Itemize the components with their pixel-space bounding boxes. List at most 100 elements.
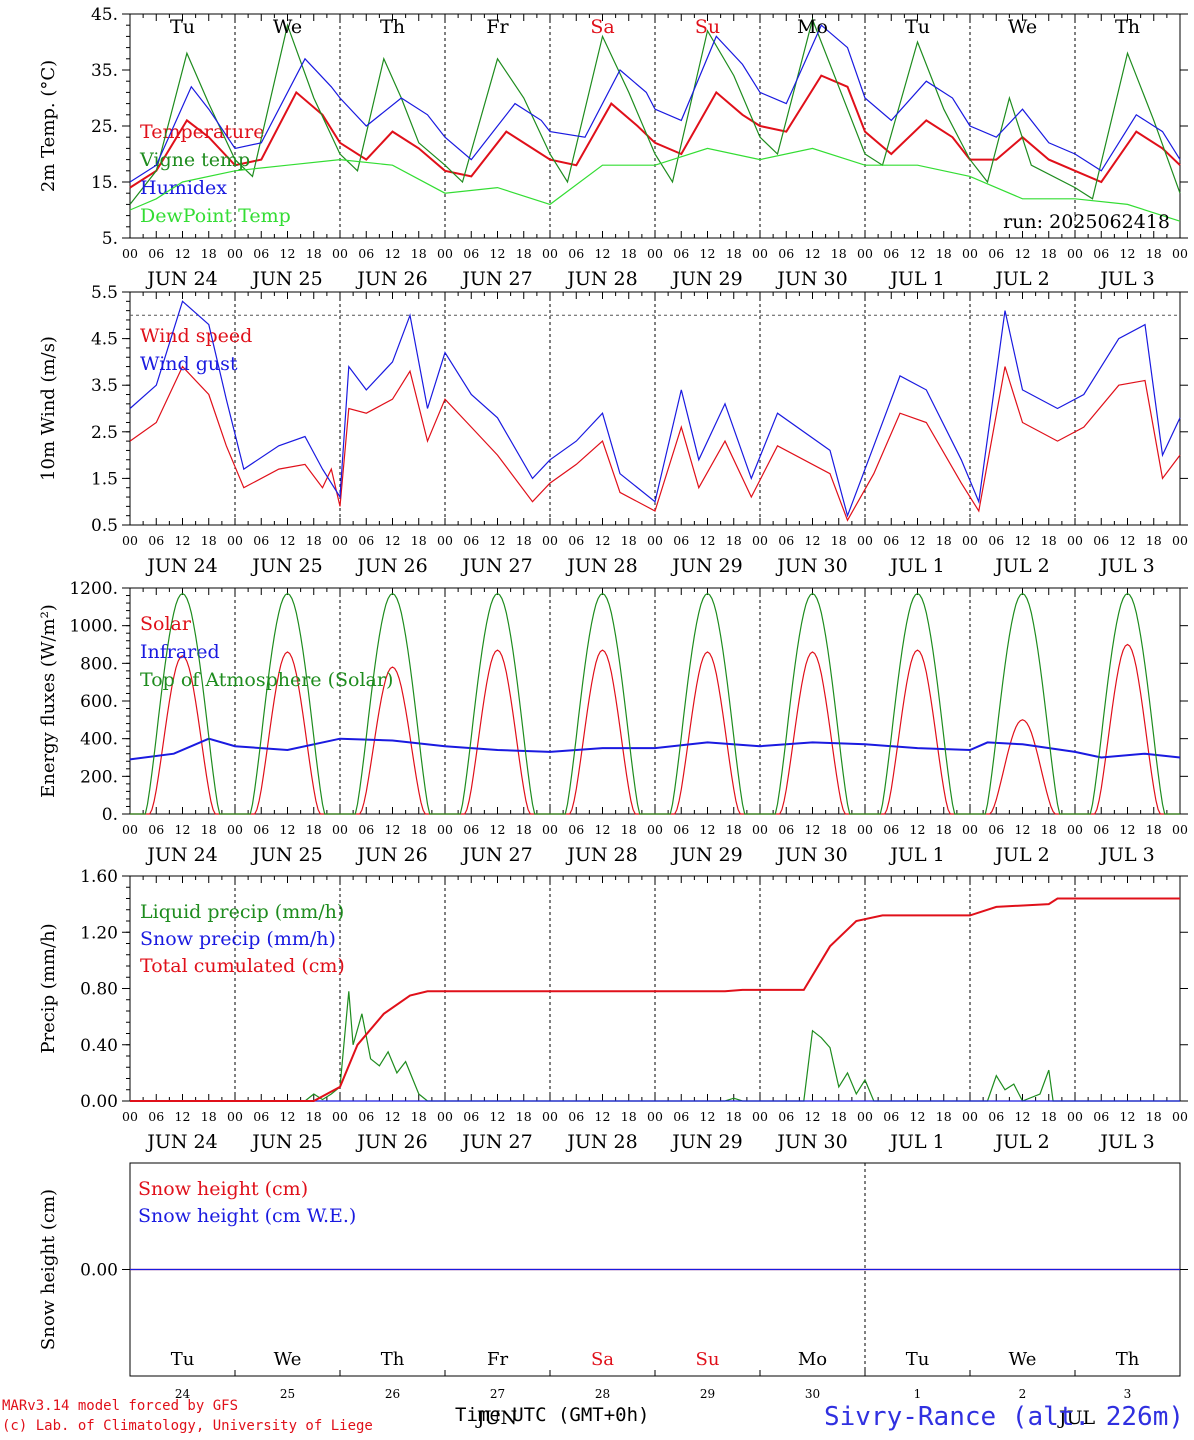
panel-4-hour-label: 18 [936,1109,952,1124]
panel-4-hour-label: 18 [1041,1109,1057,1124]
panel-1-hour-label: 12 [280,246,296,261]
bottom-weekday-label: Th [1116,1349,1140,1370]
panel-3-ytick-label: 200. [80,767,118,787]
panel-4-hour-label: 00 [437,1109,453,1124]
panel-2-hour-label: 12 [175,533,191,548]
panel-4-hour-label: 00 [647,1109,663,1124]
panel-2-date-label: JUL 3 [1098,555,1154,577]
panel-1-legend-1: Temperature [140,121,264,143]
panel-1-hour-label: 06 [148,246,164,261]
panel-2-series-wind-speed [129,365,1181,522]
panel-2-hour-label: 06 [1093,533,1109,548]
panel-1-legend-4: DewPoint Temp [140,205,291,227]
panel-3-hour-label: 00 [647,822,663,837]
panel-1-hour-label: 18 [411,246,427,261]
run-label: run: 2025062418 [1003,211,1170,233]
panel-2-hour-label: 06 [673,533,689,548]
panel-2-date-label: JUL 2 [993,555,1049,577]
top-weekday-label: Th [380,16,405,38]
panel-2-hour-label: 12 [700,533,716,548]
bottom-day-number: 26 [385,1387,400,1401]
credit-line-1: MARv3.14 model forced by GFS [2,1398,239,1414]
panel-3-legend-1: Solar [140,613,192,635]
panel-4-date-label: JUN 30 [775,1131,847,1153]
panel-1-hour-label: 12 [1120,246,1136,261]
panel-3-ylabel: Energy fluxes (W/m²) [38,604,59,798]
bottom-weekday-label: Fr [487,1349,508,1370]
panel-2-date-label: JUL 1 [888,555,944,577]
panel-4-hour-label: 00 [332,1109,348,1124]
panel-1-hour-label: 18 [306,246,322,261]
panel-1-hour-label: 12 [1015,246,1031,261]
panel-2-date-label: JUN 24 [145,555,217,577]
panel-3-hour-label: 00 [962,822,978,837]
panel-4-hour-label: 18 [516,1109,532,1124]
panel-3-series-top-of-atmosphere-solar- [130,592,1180,815]
panel-3-hour-label: 18 [936,822,952,837]
panel-4-date-label: JUN 28 [565,1131,637,1153]
panel-1-hour-label: 12 [805,246,821,261]
panel-2-hour-label: 18 [1146,533,1162,548]
panel-4-hour-label: 12 [175,1109,191,1124]
panel-3-date-label: JUN 30 [775,844,847,866]
panel-4-hour-label: 12 [910,1109,926,1124]
panel-2-hour-label: 00 [857,533,873,548]
panel-2-hour-label: 06 [568,533,584,548]
panel-3-ytick-label: 0. [102,805,118,825]
panel-2-hour-label: 18 [201,533,217,548]
panel-1-ylabel: 2m Temp. (°C) [38,60,59,192]
panel-1-hour-label: 00 [1067,246,1083,261]
panel-1-hour-label: 12 [910,246,926,261]
panel-3-hour-label: 18 [621,822,637,837]
panel-2-hour-label: 18 [516,533,532,548]
panel-3-hour-label: 18 [516,822,532,837]
panel-1-hour-label: 18 [936,246,952,261]
panel-3-ytick-label: 800. [80,654,118,674]
panel-2-hour-label: 00 [122,533,138,548]
panel-1-date-label: JUL 1 [888,268,944,290]
panel-2-date-label: JUN 28 [565,555,637,577]
panel-3-hour-label: 00 [1172,822,1188,837]
panel-3-date-label: JUN 25 [250,844,322,866]
panel-3-hour-label: 00 [1067,822,1083,837]
panel-2-hour-label: 12 [280,533,296,548]
panel-2-hour-label: 06 [148,533,164,548]
panel-2-hour-label: 12 [1015,533,1031,548]
panel-4-hour-label: 00 [542,1109,558,1124]
panel-1-series-temperature [129,74,1181,189]
panel-1-hour-label: 18 [726,246,742,261]
panel-1-hour-label: 06 [463,246,479,261]
panel-4-legend-2: Snow precip (mm/h) [140,928,336,950]
panel-2-legend-2: Wind gust [140,353,238,375]
panel-1-hour-label: 06 [568,246,584,261]
panel-1-hour-label: 06 [883,246,899,261]
panel-1-series-vigne-temp [129,17,1181,205]
bottom-weekday-label: We [274,1349,302,1370]
panel-3-hour-label: 00 [332,822,348,837]
top-weekday-label: Fr [486,16,509,38]
panel-4-ytick-label: 0.80 [80,980,118,1000]
panel-2-ytick-label: 4.5 [91,330,118,350]
panel-2-hour-label: 00 [752,533,768,548]
panel-1-ytick-label: 5. [102,229,118,249]
panel-4-hour-label: 12 [490,1109,506,1124]
bottom-weekday-label: Tu [906,1349,930,1370]
panel-1-hour-label: 12 [175,246,191,261]
panel-4-hour-label: 06 [1093,1109,1109,1124]
panel-2-hour-label: 12 [805,533,821,548]
panel-3-legend-3: Top of Atmosphere (Solar) [140,669,393,691]
panel-3-date-label: JUN 27 [460,844,532,866]
panel-2-date-label: JUN 25 [250,555,322,577]
panel-3-hour-label: 00 [752,822,768,837]
top-weekday-label: Th [1115,16,1140,38]
panel-2-hour-label: 06 [988,533,1004,548]
panel-1-hour-label: 18 [201,246,217,261]
panel-4-date-label: JUL 2 [993,1131,1049,1153]
panel-3-hour-label: 06 [358,822,374,837]
panel-4-hour-label: 18 [726,1109,742,1124]
panel-1-hour-label: 00 [857,246,873,261]
bottom-day-number: 1 [914,1387,922,1401]
bottom-day-number: 27 [490,1387,505,1401]
panel-1-hour-label: 18 [621,246,637,261]
panel-4-hour-label: 06 [358,1109,374,1124]
